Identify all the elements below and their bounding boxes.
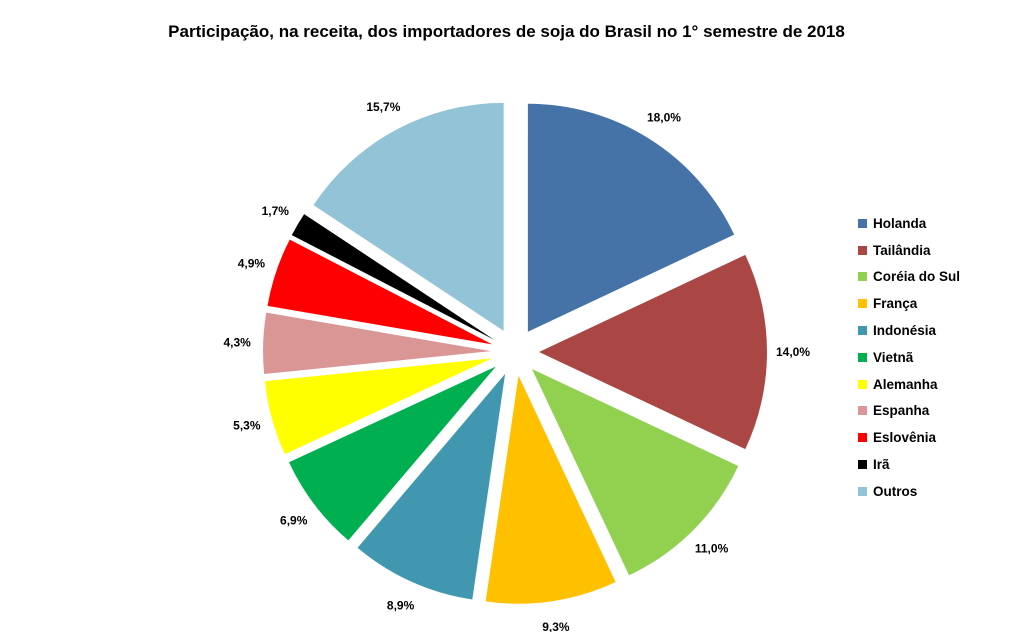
pie-slice-4 bbox=[357, 373, 506, 600]
legend-item: Indonésia bbox=[858, 317, 960, 344]
legend-label: Irã bbox=[873, 457, 890, 473]
pie-slice-7 bbox=[263, 312, 492, 375]
legend-item: França bbox=[858, 290, 960, 317]
legend-label: Vietnã bbox=[873, 349, 914, 365]
legend-swatch bbox=[858, 326, 867, 336]
pie-slice-9 bbox=[291, 214, 495, 340]
pie-slice-6 bbox=[265, 358, 492, 455]
pie-slice-3 bbox=[485, 375, 616, 604]
slice-data-label: 1,7% bbox=[262, 204, 290, 218]
legend-swatch bbox=[858, 299, 867, 309]
slice-data-label: 14,0% bbox=[776, 345, 810, 359]
pie-slice-5 bbox=[288, 366, 496, 541]
slice-data-label: 4,3% bbox=[223, 335, 251, 349]
legend-label: Tailândia bbox=[873, 242, 931, 258]
slice-data-label: 15,7% bbox=[366, 100, 400, 114]
legend-item: Vietnã bbox=[858, 344, 960, 371]
legend-item: Irã bbox=[858, 451, 960, 478]
legend-item: Outros bbox=[858, 478, 960, 505]
legend-swatch bbox=[858, 486, 867, 496]
legend-swatch bbox=[858, 406, 867, 416]
slice-data-label: 9,3% bbox=[542, 620, 570, 632]
slice-data-label: 5,3% bbox=[233, 418, 261, 432]
slice-data-label: 6,9% bbox=[280, 513, 308, 527]
legend-label: França bbox=[873, 296, 918, 312]
slice-data-label: 18,0% bbox=[647, 110, 681, 124]
pie-slice-8 bbox=[267, 239, 493, 345]
legend-item: Alemanha bbox=[858, 371, 960, 398]
legend-swatch bbox=[858, 352, 867, 362]
legend-label: Alemanha bbox=[873, 376, 938, 392]
legend-swatch bbox=[858, 379, 867, 389]
legend-label: Espanha bbox=[873, 403, 930, 419]
slice-data-label: 4,9% bbox=[238, 257, 266, 271]
legend-item: Holanda bbox=[858, 210, 960, 237]
legend-swatch bbox=[858, 272, 867, 282]
legend-swatch bbox=[858, 218, 867, 228]
chart-title: Participação, na receita, dos importador… bbox=[168, 22, 845, 41]
legend-label: Coréia do Sul bbox=[873, 269, 961, 285]
legend-swatch bbox=[858, 460, 867, 470]
legend-swatch bbox=[858, 245, 867, 255]
slice-data-label: 11,0% bbox=[695, 542, 729, 556]
legend-item: Coréia do Sul bbox=[858, 264, 960, 291]
slice-data-label: 8,9% bbox=[387, 598, 415, 612]
legend-label: Outros bbox=[873, 483, 918, 499]
pie-slice-0 bbox=[527, 103, 735, 332]
pie-slice-10 bbox=[313, 102, 504, 331]
legend-item: Espanha bbox=[858, 398, 960, 425]
legend-label: Holanda bbox=[873, 215, 927, 231]
legend-item: Eslovênia bbox=[858, 424, 960, 451]
legend: Holanda Tailândia Coréia do Sul França Indon… bbox=[858, 210, 960, 505]
pie-slice-2 bbox=[531, 368, 739, 576]
legend-label: Indonésia bbox=[873, 323, 937, 339]
pie-slice-1 bbox=[539, 254, 767, 450]
legend-swatch bbox=[858, 433, 867, 443]
legend-item: Tailândia bbox=[858, 237, 960, 264]
legend-label: Eslovênia bbox=[873, 430, 937, 446]
